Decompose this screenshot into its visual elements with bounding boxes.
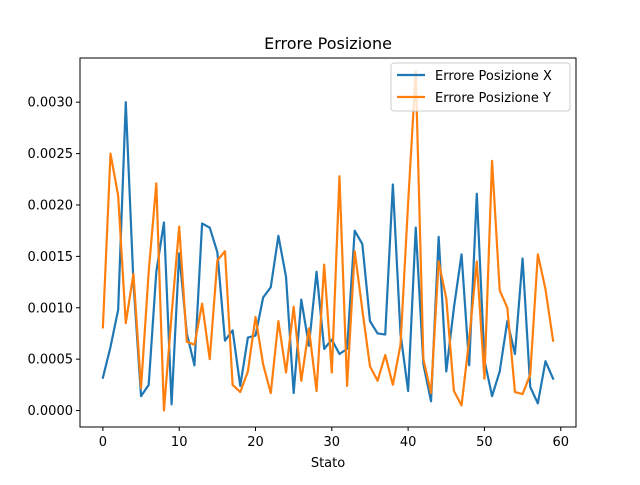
y-tick-label: 0.0000 xyxy=(28,404,74,419)
x-tick-label: 20 xyxy=(247,435,264,450)
series-line-x xyxy=(101,101,555,406)
legend-label: Errore Posizione Y xyxy=(435,91,551,106)
plot-frame xyxy=(79,57,577,428)
legend: Errore Posizione X Errore Posizione Y xyxy=(390,62,571,112)
chart-title: Errore Posizione xyxy=(264,34,392,53)
y-tick-label: 0.0030 xyxy=(28,96,74,111)
x-tick-label: 60 xyxy=(552,435,569,450)
y-axis-ticks: 0.0000 0.0005 0.0010 0.0015 0.0020 0.0025 0.00… xyxy=(28,96,80,419)
legend-label: Errore Posizione X xyxy=(435,69,552,84)
y-tick-label: 0.0010 xyxy=(28,301,74,316)
y-tick-label: 0.0015 xyxy=(28,250,74,265)
x-tick-label: 50 xyxy=(476,435,493,450)
series-line-y xyxy=(101,70,555,412)
y-tick-label: 0.0020 xyxy=(28,198,74,213)
x-axis-ticks: 0 10 20 30 40 50 60 xyxy=(99,427,569,450)
x-tick-label: 40 xyxy=(400,435,417,450)
y-tick-label: 0.0005 xyxy=(28,353,74,368)
x-tick-label: 30 xyxy=(324,435,341,450)
y-tick-label: 0.0025 xyxy=(28,147,74,162)
x-tick-label: 10 xyxy=(171,435,188,450)
series-layer xyxy=(101,70,555,412)
x-tick-label: 0 xyxy=(99,435,107,450)
x-axis-label: Stato xyxy=(311,456,345,471)
legend-box xyxy=(390,62,571,112)
